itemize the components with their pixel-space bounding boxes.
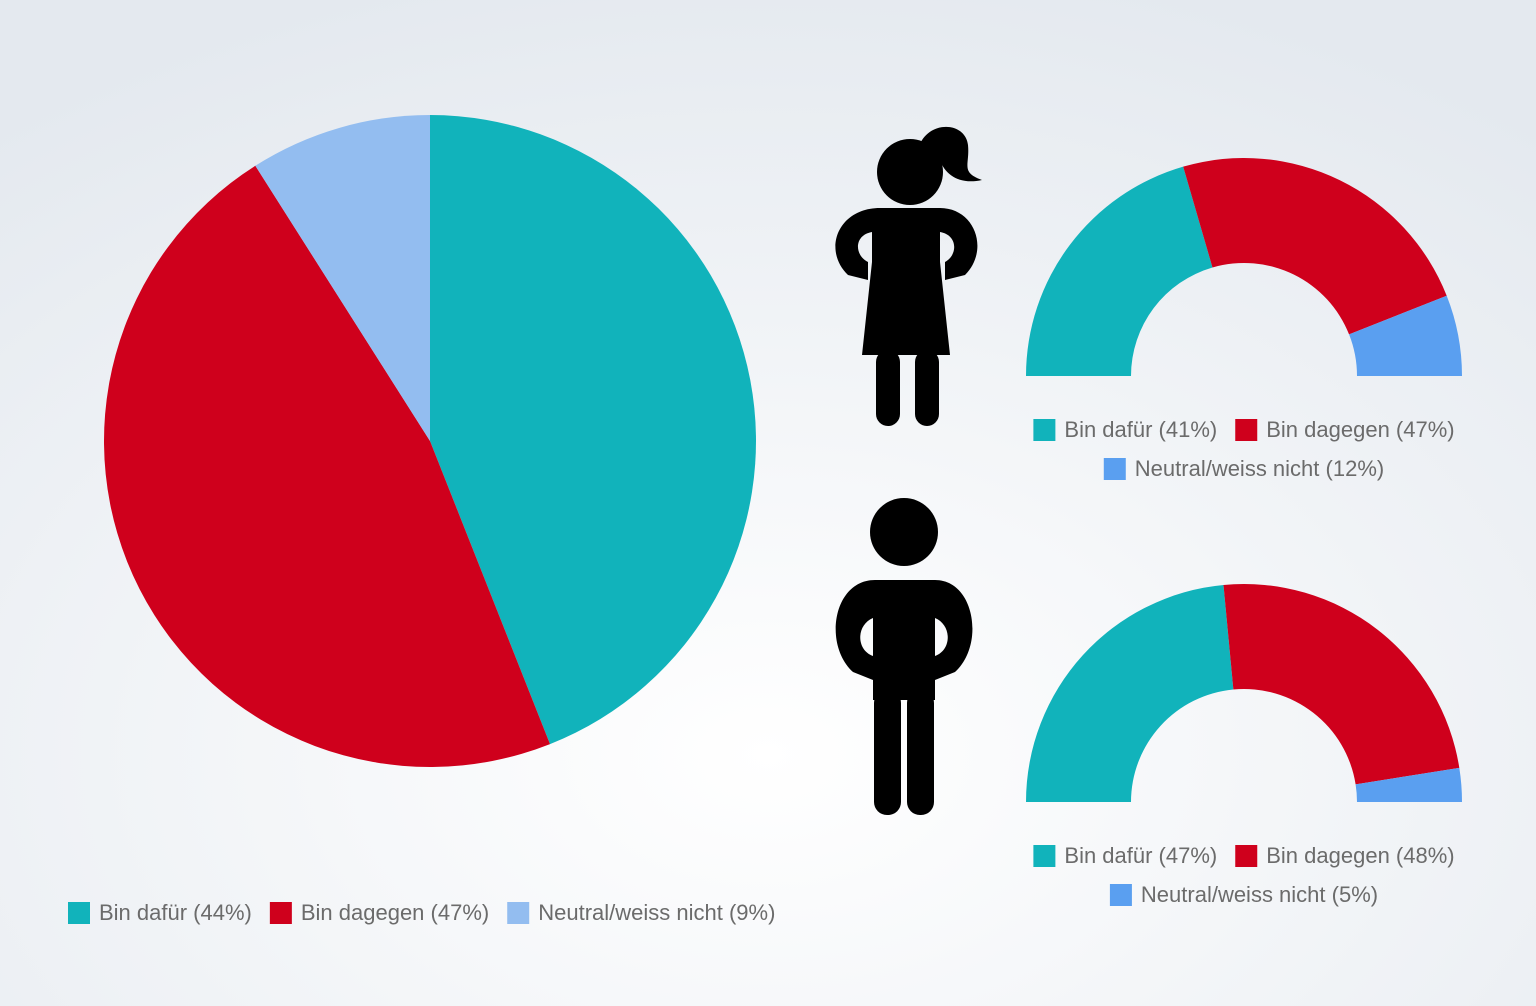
donut-segment <box>1026 584 1234 802</box>
legend-swatch <box>507 902 530 924</box>
legend-label: Neutral/weiss nicht (12%) <box>1135 456 1384 481</box>
legend-label: Bin dafür (47%) <box>1064 843 1217 868</box>
donut-segment <box>1223 584 1460 785</box>
legend-swatch <box>1033 845 1056 867</box>
pie-slice <box>104 165 551 768</box>
pie-slice <box>430 115 757 745</box>
legend-swatch <box>68 902 90 924</box>
legend-label: Neutral/weiss nicht (9%) <box>538 900 775 925</box>
donut-segment <box>1183 157 1447 335</box>
female-icon <box>835 126 982 426</box>
donut-segment <box>1355 767 1462 802</box>
legend-swatch <box>1109 884 1132 906</box>
legend-label: Bin dafür (44%) <box>99 900 252 925</box>
pie-slice <box>255 115 430 441</box>
donut-segment <box>1349 295 1462 376</box>
legend-label: Neutral/weiss nicht (5%) <box>1141 882 1378 907</box>
legend-swatch <box>1235 845 1258 867</box>
legend-label: Bin dagegen (47%) <box>301 900 489 925</box>
legend-label: Bin dafür (41%) <box>1064 417 1217 442</box>
legend-swatch <box>1235 419 1258 441</box>
legend-swatch <box>269 902 292 924</box>
legend-label: Bin dagegen (48%) <box>1266 843 1454 868</box>
legend-swatch <box>1033 419 1056 441</box>
legend-swatch <box>1103 458 1126 480</box>
donut-segment <box>1026 166 1213 376</box>
male-icon <box>835 498 973 815</box>
legend-label: Bin dagegen (47%) <box>1266 417 1454 442</box>
